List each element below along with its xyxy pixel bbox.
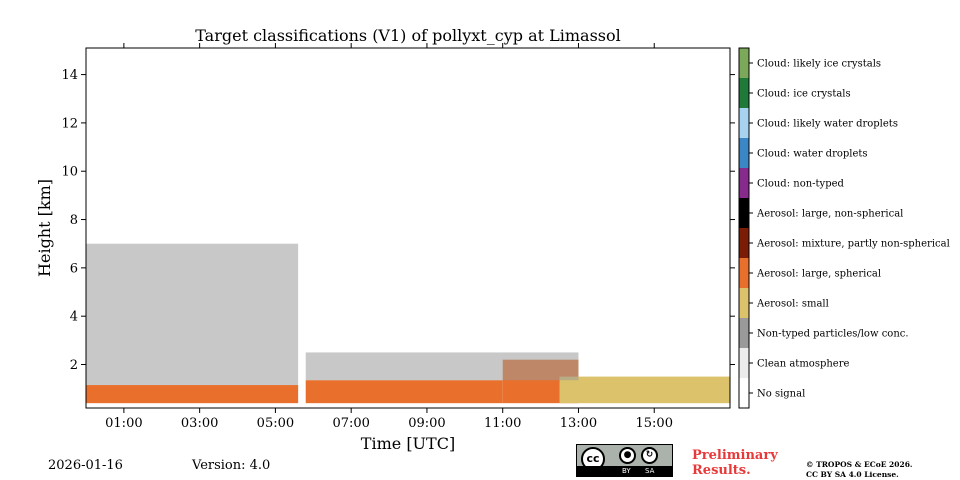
legend-label-7: Aerosol: large, spherical [756, 269, 881, 280]
legend-label-10: Clean atmosphere [757, 359, 850, 370]
x-tick-label-4: 09:00 [408, 416, 445, 431]
legend-swatch-0 [739, 48, 749, 78]
preliminary-line-1: Preliminary [692, 448, 778, 463]
layer-5 [305, 352, 579, 381]
y-tick-label-4: 10 [61, 165, 78, 180]
legend-label-6: Aerosol: mixture, partly non-spherical [756, 239, 950, 250]
plot-frame [85, 47, 731, 409]
classification-layers [86, 243, 730, 404]
copyright-line-1: © TROPOS & ECoE 2026. [806, 460, 913, 469]
cc-license-badge: cc ● ↻ BY SA [576, 444, 673, 477]
legend-swatch-2 [739, 108, 749, 138]
legend-colorbar: Cloud: likely ice crystals Cloud: ice cry… [738, 47, 950, 409]
preliminary-results-note: Preliminary Results. [692, 448, 778, 478]
y-tick-label-6: 14 [61, 68, 78, 83]
legend-label-1: Cloud: ice crystals [757, 89, 851, 100]
legend-swatch-3 [739, 138, 749, 168]
legend-swatch-11 [739, 378, 749, 408]
x-axis: 01:00 03:00 05:00 07:00 09:00 11:00 13:00 15:00 [105, 43, 673, 431]
y-tick-label-2: 6 [70, 261, 78, 276]
legend-swatch-6 [739, 228, 749, 258]
preliminary-line-2: Results. [692, 463, 751, 478]
legend-frame [738, 47, 750, 409]
footer-date: 2026-01-16 [48, 458, 123, 473]
layer-0 [86, 385, 299, 404]
x-tick-label-3: 07:00 [332, 416, 369, 431]
x-tick-label-5: 11:00 [484, 416, 521, 431]
layer-4 [86, 243, 299, 386]
x-tick-label-6: 13:00 [560, 416, 597, 431]
legend-swatch-4 [739, 168, 749, 198]
sa-share-alike-icon: ↻ [641, 447, 658, 464]
y-tick-label-3: 8 [70, 213, 78, 228]
legend-swatch-10 [739, 348, 749, 378]
legend-label-0: Cloud: likely ice crystals [757, 59, 881, 70]
chart-title: Target classifications (V1) of pollyxt_c… [195, 26, 621, 45]
y-tick-label-5: 12 [61, 116, 78, 131]
legend-label-5: Aerosol: large, non-spherical [756, 209, 903, 220]
y-axis: 2 4 6 8 10 12 14 [61, 68, 735, 373]
legend-swatch-8 [739, 288, 749, 318]
legend-swatch-5 [739, 198, 749, 228]
layer-3 [559, 376, 730, 404]
license-bar: BY SA [577, 466, 672, 476]
x-tick-label-1: 03:00 [181, 416, 218, 431]
by-person-icon: ● [619, 447, 636, 464]
legend-label-4: Cloud: non-typed [757, 179, 845, 190]
y-tick-label-1: 4 [70, 310, 78, 325]
legend-label-11: No signal [757, 389, 805, 400]
y-tick-label-0: 2 [70, 358, 78, 373]
y-axis-label: Height [km] [35, 179, 54, 277]
x-tick-label-2: 05:00 [257, 416, 294, 431]
copyright-note: © TROPOS & ECoE 2026. CC BY SA 4.0 Licen… [806, 460, 913, 480]
legend-label-8: Aerosol: small [756, 299, 829, 310]
plot-area [85, 47, 731, 409]
x-tick-label-0: 01:00 [105, 416, 142, 431]
by-label: BY [622, 467, 631, 475]
x-tick-label-7: 15:00 [636, 416, 673, 431]
legend-swatch-1 [739, 78, 749, 108]
legend-swatch-9 [739, 318, 749, 348]
copyright-line-2: CC BY SA 4.0 License. [806, 470, 899, 479]
legend-label-2: Cloud: likely water droplets [757, 119, 898, 130]
legend-label-3: Cloud: water droplets [757, 149, 868, 160]
footer-version: Version: 4.0 [192, 458, 271, 473]
sa-label: SA [645, 467, 655, 475]
layer-1 [305, 380, 503, 404]
legend-label-9: Non-typed particles/low conc. [757, 329, 909, 340]
legend-swatch-7 [739, 258, 749, 288]
x-axis-label: Time [UTC] [361, 434, 455, 453]
